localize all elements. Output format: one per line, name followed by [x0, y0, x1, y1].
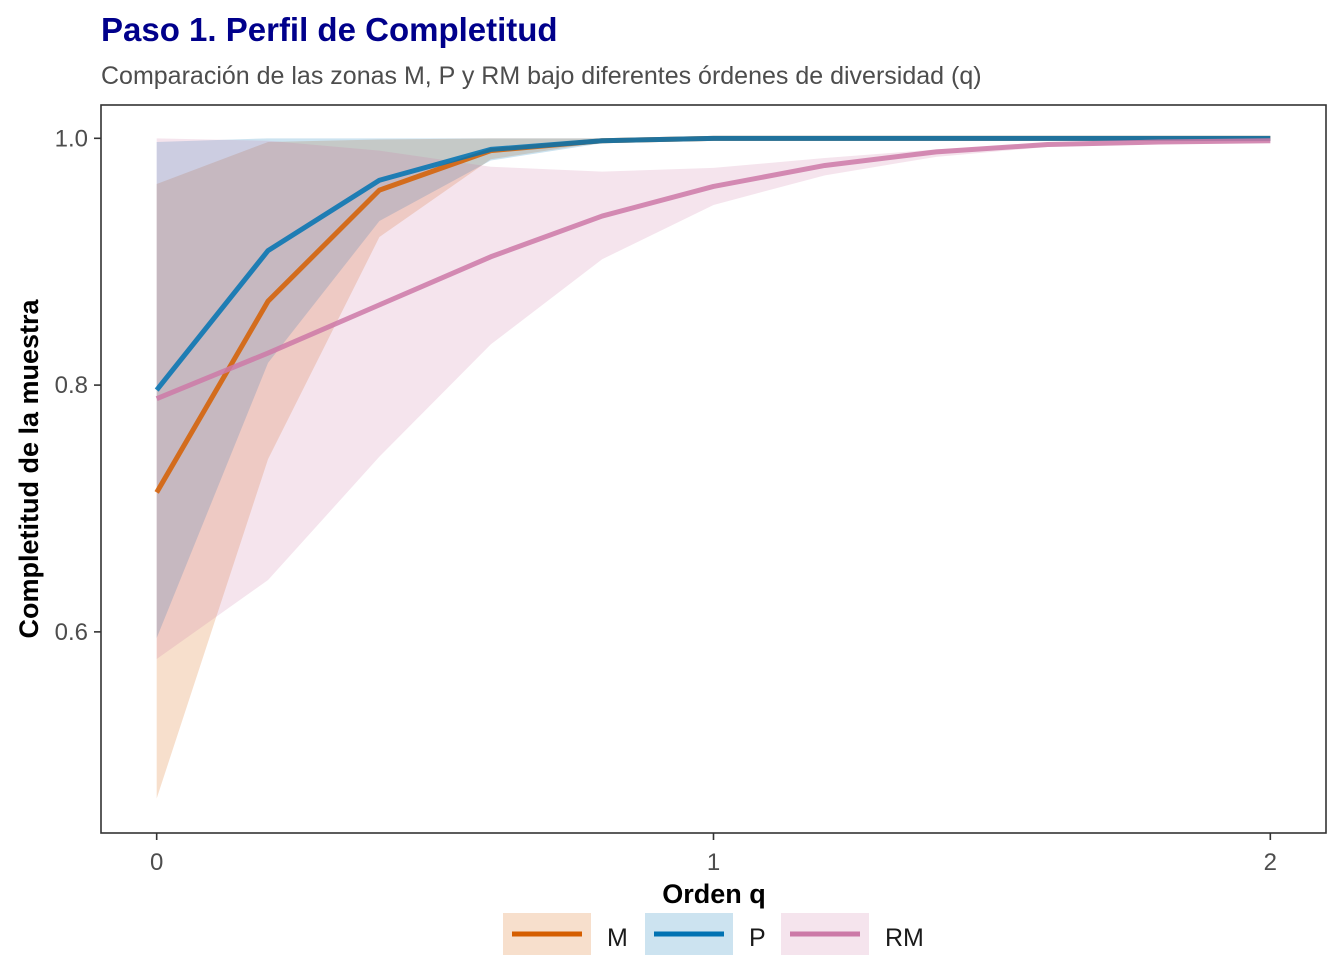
series-lines: [154, 135, 1271, 494]
x-tick-label-2: 2: [1264, 849, 1277, 876]
legend-label-p: P: [749, 924, 766, 952]
x-axis-title: Orden q: [662, 879, 766, 909]
legend-label-rm: RM: [885, 924, 924, 952]
line-p: [154, 135, 1271, 392]
band-m: [156, 138, 1271, 799]
y-axis: 0.6 0.8 1.0: [55, 125, 101, 646]
y-tick-label-0.6: 0.6: [55, 619, 88, 646]
legend-item-p: P: [645, 913, 766, 955]
y-tick-label-1.0: 1.0: [55, 125, 88, 152]
chart-subtitle: Comparación de las zonas M, P y RM bajo …: [101, 62, 982, 90]
legend-item-m: M: [503, 913, 628, 955]
band-rm: [156, 138, 1271, 660]
y-tick-label-0.8: 0.8: [55, 372, 88, 399]
x-tick-label-0: 0: [150, 849, 163, 876]
x-axis: 0 1 2: [150, 833, 1277, 876]
legend-label-m: M: [607, 924, 628, 952]
legend-item-rm: RM: [781, 913, 924, 955]
chart-title: Paso 1. Perfil de Completitud: [101, 11, 558, 48]
legend: M P RM: [503, 913, 924, 955]
plot-area: [100, 104, 1327, 834]
x-tick-label-1: 1: [707, 849, 720, 876]
y-axis-title: Completitud de la muestra: [14, 298, 44, 638]
confidence-bands: [156, 138, 1271, 799]
band-p: [156, 138, 1271, 639]
line-rm: [155, 138, 1271, 401]
